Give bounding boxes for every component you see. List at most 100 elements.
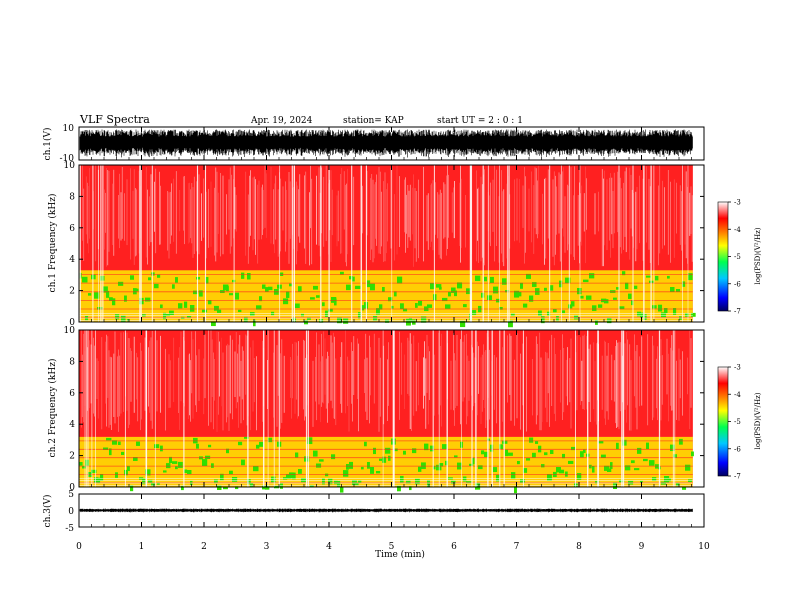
ch2-colorbar-gradient <box>717 366 729 477</box>
ch1-spectrogram-emission-patch <box>241 272 245 279</box>
ch1-spectrogram-ytick-label: 2 <box>69 287 75 297</box>
ch2-spectrogram-emission-patch <box>289 472 294 479</box>
ch1-spectrogram-ytick-label: 8 <box>69 192 75 202</box>
ch2-spectrogram-emission-patch <box>133 457 138 461</box>
ch1-spectrogram-ytick-label: 4 <box>69 255 75 265</box>
ch2-spectrogram-emission-patch <box>142 478 146 485</box>
ch1-spectrogram-emission-patch <box>136 288 139 292</box>
ch1-colorbar-tick-label: -6 <box>734 280 741 288</box>
ch1-spectrogram-emission-patch <box>352 276 355 282</box>
x-tick-label: 6 <box>451 542 457 552</box>
ch1-spectrogram-emission-patch <box>658 304 663 312</box>
ch2-colorbar-tick-label: -7 <box>734 473 741 481</box>
ch3-ytick-minus5: -5 <box>65 524 74 534</box>
ch2-spectrogram-emission-patch <box>256 444 260 449</box>
ch2-spectrogram-emission-patch <box>109 448 112 456</box>
ch2-spectrogram-emission-patch <box>640 480 643 483</box>
ch2-spectrogram-emission-patch <box>418 466 422 472</box>
ch1-spectrogram-emission-patch <box>502 278 507 285</box>
ch2-spectrogram-emission-patch <box>652 477 657 482</box>
ch1-spectrogram-emission-patch <box>634 285 638 289</box>
ch1-spectrogram-emission-patch <box>160 304 163 309</box>
ch3-ytick-0: 0 <box>68 507 74 517</box>
ch2-spectrogram-emission-patch <box>517 461 520 465</box>
ch1-spectrogram-emission-patch <box>166 313 170 317</box>
ch2-spectrogram-emission-patch <box>334 480 338 485</box>
ch2-spectrogram-ytick-label: 10 <box>64 326 76 336</box>
x-tick-label: 7 <box>514 542 520 552</box>
ch1-spectrogram-emission-patch <box>532 282 537 287</box>
ch1-spectrogram-emission-patch <box>121 315 126 322</box>
ch2-spectrogram-emission-patch <box>79 462 83 466</box>
ch2-spectrogram-emission-patch <box>631 460 635 464</box>
ch1-spectrogram-emission-patch <box>646 275 651 278</box>
ch2-spectrogram-emission-patch <box>247 479 251 485</box>
ch1-spectrogram-emission-patch <box>313 285 318 290</box>
ch1-spectrogram-emission-patch <box>400 303 404 310</box>
ch1-spectrogram-emission-patch <box>310 297 315 300</box>
ch1-spectrogram-emission-patch <box>211 321 216 327</box>
ch1-spectrogram-emission-patch <box>499 307 503 310</box>
ch2-spectrogram-emission-patch <box>466 481 472 484</box>
ch1-spectrogram-emission-patch <box>667 275 670 279</box>
ch2-spectrogram-emission-patch <box>520 479 525 484</box>
ch1-spectrogram-emission-patch <box>145 297 151 302</box>
ch1-spectrogram-emission-patch <box>448 291 451 297</box>
ch2-colorbar-tick-label: -6 <box>734 445 741 453</box>
ch1-spectrogram-emission-patch <box>142 314 146 317</box>
ch2-spectrogram-emission-patch <box>514 486 517 494</box>
ch1-spectrogram-emission-patch <box>301 313 305 317</box>
ch2-spectrogram-emission-patch <box>646 442 650 450</box>
ch1-spectrogram-emission-patch <box>244 316 248 322</box>
ch1-spectrogram-emission-patch <box>580 295 584 299</box>
ch1-spectrogram-emission-patch <box>385 319 390 323</box>
ch2-spectrogram-emission-patch <box>481 450 485 455</box>
ch2-spectrogram-emission-patch <box>223 486 228 490</box>
ch2-spectrogram-emission-patch <box>532 452 536 458</box>
ch2-spectrogram-emission-patch <box>427 480 430 487</box>
ch2-spectrogram-emission-patch <box>505 449 508 457</box>
ch1-spectrogram-emission-patch <box>460 320 466 328</box>
ch1-spectrogram-emission-patch <box>631 300 634 306</box>
ch2-spectrogram-emission-patch <box>682 486 687 490</box>
ch1-spectrogram-emission-patch <box>226 286 229 292</box>
ch1-spectrogram-emission-patch <box>118 281 124 286</box>
ch2-spectrogram-emission-patch <box>355 482 359 486</box>
ch2-spectrogram-emission-patch <box>106 437 112 441</box>
ch1-spectrogram-emission-patch <box>376 308 380 315</box>
ch2-spectrogram-emission-patch <box>484 451 489 458</box>
ch1-spectrogram-emission-patch <box>109 297 113 301</box>
ch2-spectrogram-emission-patch <box>412 448 417 454</box>
ch1-spectrogram-emission-patch <box>103 286 108 293</box>
ch2-spectrogram-emission-patch <box>670 444 675 452</box>
ch2-spectrogram-emission-patch <box>433 465 436 470</box>
ch1-spectrogram-emission-patch <box>322 302 325 307</box>
ch1-spectrogram-emission-patch <box>388 297 393 302</box>
ch2-spectrogram-emission-patch <box>175 466 178 470</box>
ch1-spectrogram-emission-patch <box>568 304 573 309</box>
ch2-spectrogram-ytick-label: 6 <box>69 389 75 399</box>
ch2-colorbar: -3 -4 -5 -6 -7 log(PSD)(V²/Hz) <box>717 364 762 481</box>
ch1-spectrogram-emission-patch <box>94 292 100 299</box>
ch2-spectrogram-emission-patch <box>499 444 504 450</box>
ch1-spectrogram-emission-patch <box>589 273 595 279</box>
ch1-spectrogram-emission-patch <box>343 318 349 324</box>
ch2-spectrogram-emission-patch <box>295 452 299 458</box>
ch1-spectrogram-emission-patch <box>391 305 394 309</box>
ch1-spectrogram-emission-patch <box>355 285 361 289</box>
ch1-spectrogram-emission-patch <box>148 277 152 281</box>
ch2-spectrogram-emission-patch <box>316 463 322 468</box>
ch2-spectrogram-emission-patch <box>148 479 153 484</box>
ch2-spectrogram-emission-patch <box>430 445 435 452</box>
ch1-spectrogram-emission-patch <box>115 314 120 320</box>
ch2-spectrogram-emission-patch <box>358 480 362 484</box>
ch2-spectrogram-emission-patch <box>409 486 412 491</box>
ch1-spectrogram-emission-patch <box>199 290 203 297</box>
ch2-spectrogram-emission-patch <box>202 459 208 467</box>
ch1-spectrogram-emission-patch <box>652 305 657 309</box>
ch1-spectrogram-emission-patch <box>685 313 689 317</box>
ch1-spectrogram-emission-patch <box>184 301 188 308</box>
ch2-spectrogram-emission-patch <box>130 485 134 492</box>
ch2-spectrogram-emission-patch <box>478 465 483 470</box>
ch2-spectrogram-emission-patch <box>187 470 192 475</box>
